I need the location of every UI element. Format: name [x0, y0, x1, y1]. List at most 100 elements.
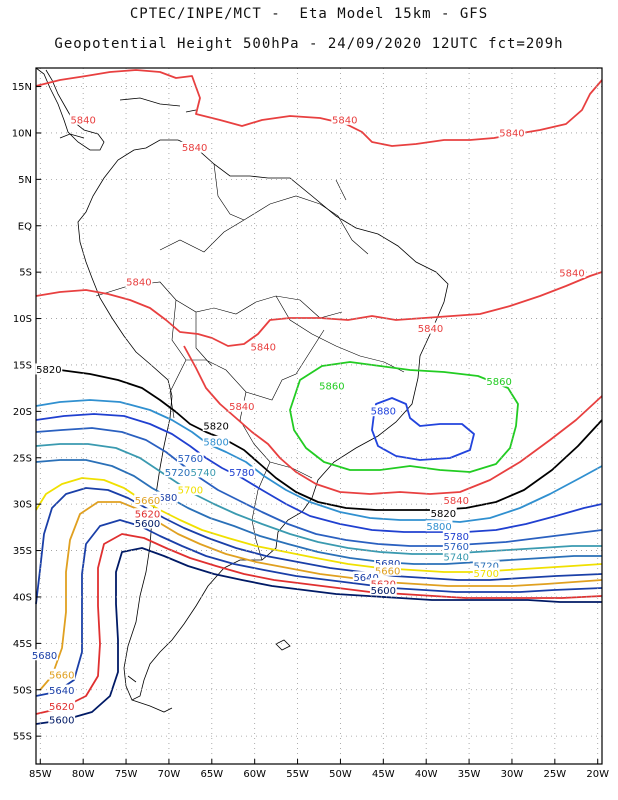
contour-label-bg: [176, 452, 204, 464]
lon-tick-label: 25W: [544, 769, 567, 780]
central-america-outline: [35, 67, 105, 151]
contour-label-bg: [228, 400, 256, 412]
contour-label: 5840: [499, 128, 524, 139]
contour-label-bg: [374, 564, 402, 576]
contour-label: 5760: [443, 542, 468, 553]
lat-tick-label: 5S: [19, 268, 32, 279]
lat-tick-label: 25S: [13, 453, 32, 464]
contour-label: 5840: [332, 115, 357, 126]
contour-label: 5640: [49, 686, 74, 697]
contour-label: 5640: [353, 573, 378, 584]
lat-tick-label: 55S: [13, 732, 32, 743]
contour-label: 5680: [32, 651, 57, 662]
contour-label: 5820: [203, 422, 228, 433]
contour-label-bg: [48, 668, 76, 680]
contour-label-bg: [151, 491, 179, 503]
contour-label: 5860: [319, 382, 344, 393]
lon-tick-label: 40W: [415, 769, 438, 780]
contour-label-bg: [134, 494, 161, 506]
lon-tick-label: 30W: [501, 769, 524, 780]
chart-title-line-2: Geopotential Height 500hPa - 24/09/2020 …: [54, 36, 564, 52]
contour-label-bg: [318, 380, 346, 392]
contour-label: 5780: [229, 468, 254, 479]
contour-label: 5720: [474, 562, 499, 573]
contour-label: 5840: [418, 324, 443, 335]
contour-label-bg: [374, 557, 402, 569]
lat-tick-label: 20S: [13, 407, 32, 418]
grid-lines: [36, 68, 602, 764]
contour-label: 5840: [443, 496, 468, 507]
lat-tick-label: 10S: [13, 314, 32, 325]
contour-label: 5660: [375, 566, 400, 577]
contour-5840-2: [183, 345, 603, 495]
contour-label-bg: [48, 714, 76, 726]
contour-label-bg: [442, 530, 470, 542]
land-boundaries: [35, 67, 449, 713]
contour-labels: 5840 5840 5840 5840 5840 5840 5840 5840 5840 5840…: [31, 113, 586, 727]
contour-label-bg: [369, 405, 397, 417]
axis-labels: 15N10N5NEQ5S10S15S20S25S30S35S40S45S50S5…: [12, 82, 609, 780]
south-america-coastline: [77, 139, 449, 701]
contour-5760: [35, 427, 603, 547]
contour-label: 5840: [182, 143, 207, 154]
contour-label-bg: [48, 684, 76, 696]
contour-5860: [289, 361, 519, 473]
contour-5820: [35, 365, 603, 511]
contour-label-bg: [134, 517, 161, 529]
lon-tick-label: 35W: [458, 769, 481, 780]
contour-label: 5620: [49, 702, 74, 713]
lon-tick-label: 80W: [72, 769, 95, 780]
contour-label-bg: [352, 571, 380, 583]
contour-label: 5840: [70, 115, 95, 126]
contour-5620: [35, 533, 603, 715]
contour-label: 5840: [229, 402, 254, 413]
lat-tick-label: 35S: [13, 546, 32, 557]
lon-tick-label: 45W: [372, 769, 395, 780]
lon-tick-label: 60W: [243, 769, 266, 780]
contour-label: 5740: [191, 468, 216, 479]
map-border: [35, 67, 603, 765]
caribbean-islands: [59, 97, 197, 139]
contour-5840-1: [35, 271, 603, 347]
contour-5660: [39, 501, 603, 691]
contour-5720: [35, 459, 602, 565]
lat-tick-label: 50S: [13, 685, 32, 696]
contour-label: 5780: [443, 532, 468, 543]
contour-label-bg: [442, 540, 470, 552]
contour-label: 5680: [152, 493, 177, 504]
map-frame: [35, 67, 603, 765]
contour-label-bg: [442, 550, 470, 562]
lon-tick-label: 55W: [286, 769, 309, 780]
contour-lines: [35, 69, 603, 725]
lat-tick-label: EQ: [18, 221, 32, 232]
tierra-del-fuego: [127, 675, 173, 713]
contour-label: 5600: [135, 519, 160, 530]
contour-label: 5720: [165, 468, 190, 479]
contour-label-bg: [202, 420, 230, 432]
contour-label-bg: [69, 113, 97, 125]
contour-5880: [371, 397, 475, 461]
contour-label-bg: [472, 560, 500, 572]
contour-label-bg: [429, 507, 457, 519]
lon-tick-label: 85W: [29, 769, 52, 780]
lon-tick-label: 75W: [115, 769, 138, 780]
contour-label-bg: [31, 649, 58, 661]
contour-label-bg: [369, 577, 397, 589]
contour-label-bg: [164, 466, 191, 478]
falkland-islands: [275, 639, 291, 651]
contour-label-bg: [202, 435, 230, 447]
chart-title-line-1: CPTEC/INPE/MCT - Eta Model 15km - GFS: [129, 6, 489, 22]
contour-label-bg: [228, 466, 256, 478]
contour-label: 5620: [135, 510, 160, 521]
contour-label-bg: [35, 363, 63, 375]
contour-label-bg: [125, 276, 153, 288]
contour-label: 5860: [486, 377, 511, 388]
contour-label-bg: [331, 113, 359, 125]
contour-label: 5700: [474, 569, 499, 580]
contour-label: 5840: [126, 278, 151, 289]
contour-label: 5840: [251, 343, 276, 354]
contour-label-bg: [134, 508, 161, 520]
lat-tick-label: 30S: [13, 500, 32, 511]
contour-label: 5880: [371, 407, 396, 418]
